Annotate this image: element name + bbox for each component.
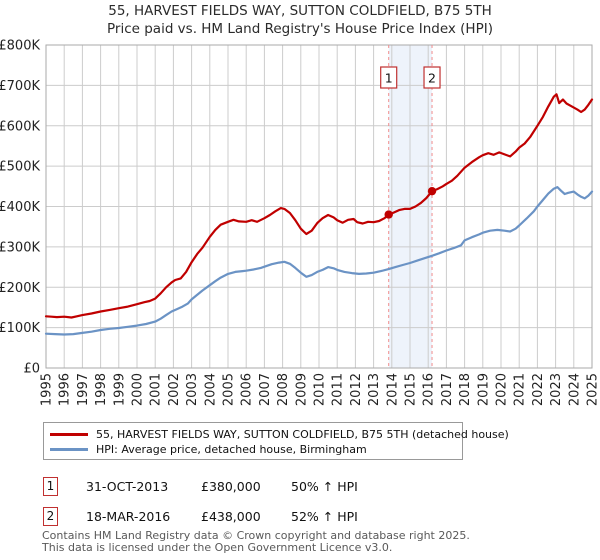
x-tick-label: 2017 bbox=[440, 373, 455, 406]
x-tick-label: 2010 bbox=[313, 373, 328, 406]
x-tick-label: 2015 bbox=[404, 373, 419, 406]
x-tick-label: 1999 bbox=[112, 373, 127, 406]
transaction-date: 31-OCT-2013 bbox=[86, 479, 169, 494]
x-tick-label: 2007 bbox=[258, 373, 273, 406]
legend-item-property: 55, HARVEST FIELDS WAY, SUTTON COLDFIELD… bbox=[50, 427, 509, 442]
sale-marker-box bbox=[380, 66, 398, 89]
legend-item-hpi: HPI: Average price, detached house, Birm… bbox=[50, 442, 462, 457]
x-tick-label: 1997 bbox=[76, 373, 91, 406]
x-tick-label: 1995 bbox=[40, 373, 55, 406]
transaction-row: 2 18-MAR-2016 £438,000 52% ↑ HPI bbox=[43, 507, 358, 526]
x-tick-label: 2018 bbox=[458, 373, 473, 406]
x-tick-label: 2005 bbox=[222, 373, 237, 406]
sale-marker-box bbox=[423, 66, 441, 89]
sale-point-dot bbox=[427, 186, 437, 196]
hpi-line bbox=[44, 186, 594, 336]
x-tick-label: 1996 bbox=[58, 373, 73, 406]
red-line-swatch bbox=[50, 433, 88, 436]
transaction-hpi-delta: 52% ↑ HPI bbox=[291, 509, 358, 524]
x-tick-label: 2002 bbox=[167, 373, 182, 406]
transaction-marker-badge: 1 bbox=[43, 477, 58, 496]
x-tick-label: 2000 bbox=[131, 373, 146, 406]
x-tick-label: 2012 bbox=[349, 373, 364, 406]
blue-line-swatch bbox=[50, 448, 88, 451]
x-tick-label: 2011 bbox=[331, 373, 346, 406]
x-tick-label: 2003 bbox=[185, 373, 200, 406]
y-tick-label: £200K bbox=[0, 281, 40, 296]
license-footer: Contains HM Land Registry data © Crown c… bbox=[42, 530, 470, 553]
x-tick-label: 2021 bbox=[513, 373, 528, 406]
x-tick-label: 2019 bbox=[476, 373, 491, 406]
y-tick-label: £700K bbox=[0, 79, 40, 94]
y-tick-label: £0 bbox=[23, 362, 40, 377]
footer-line-1: Contains HM Land Registry data © Crown c… bbox=[42, 529, 470, 542]
price-paid-line bbox=[44, 93, 594, 319]
legend-label-hpi: HPI: Average price, detached house, Birm… bbox=[96, 443, 367, 456]
x-tick-label: 2022 bbox=[531, 373, 546, 406]
page-subtitle: Price paid vs. HM Land Registry's House … bbox=[107, 21, 493, 37]
price-chart: 1 2 £0 £100K £200K £300K £400K £500K £600K £700K £… bbox=[0, 39, 600, 407]
sale-point-dot bbox=[384, 210, 393, 219]
x-tick-label: 2001 bbox=[149, 373, 164, 406]
transaction-hpi-delta: 50% ↑ HPI bbox=[291, 479, 358, 494]
legend-box: 55, HARVEST FIELDS WAY, SUTTON COLDFIELD… bbox=[43, 422, 509, 460]
page-title: 55, HARVEST FIELDS WAY, SUTTON COLDFIELD… bbox=[108, 3, 492, 19]
x-tick-label: 2025 bbox=[586, 373, 600, 406]
x-tick-label: 2008 bbox=[276, 373, 291, 406]
footer-line-2: This data is licensed under the Open Gov… bbox=[42, 540, 393, 554]
legend-label-property: 55, HARVEST FIELDS WAY, SUTTON COLDFIELD… bbox=[96, 428, 509, 441]
x-tick-label: 2009 bbox=[294, 373, 309, 406]
transaction-price: £380,000 bbox=[201, 479, 261, 494]
x-tick-label: 2016 bbox=[422, 373, 437, 406]
x-tick-label: 2020 bbox=[495, 373, 510, 406]
y-tick-label: £300K bbox=[0, 240, 40, 255]
transaction-date: 18-MAR-2016 bbox=[86, 509, 171, 524]
x-tick-label: 1998 bbox=[94, 373, 109, 406]
x-tick-label: 2023 bbox=[549, 373, 564, 406]
x-tick-label: 2006 bbox=[240, 373, 255, 406]
transaction-marker-badge: 2 bbox=[43, 507, 58, 526]
x-tick-label: 2004 bbox=[203, 373, 218, 406]
plot-border bbox=[45, 44, 593, 369]
y-tick-label: £800K bbox=[0, 39, 40, 54]
y-tick-label: £600K bbox=[0, 119, 40, 134]
transaction-price: £438,000 bbox=[201, 509, 261, 524]
y-tick-label: £100K bbox=[0, 321, 40, 336]
sale-marker-number: 2 bbox=[428, 71, 436, 86]
x-tick-label: 2014 bbox=[385, 373, 400, 406]
x-tick-label: 2013 bbox=[367, 373, 382, 406]
y-tick-label: £500K bbox=[0, 160, 40, 175]
transaction-row: 1 31-OCT-2013 £380,000 50% ↑ HPI bbox=[43, 477, 358, 496]
x-tick-label: 2024 bbox=[567, 373, 582, 406]
y-tick-label: £400K bbox=[0, 200, 40, 215]
sale-marker-number: 1 bbox=[385, 71, 393, 86]
